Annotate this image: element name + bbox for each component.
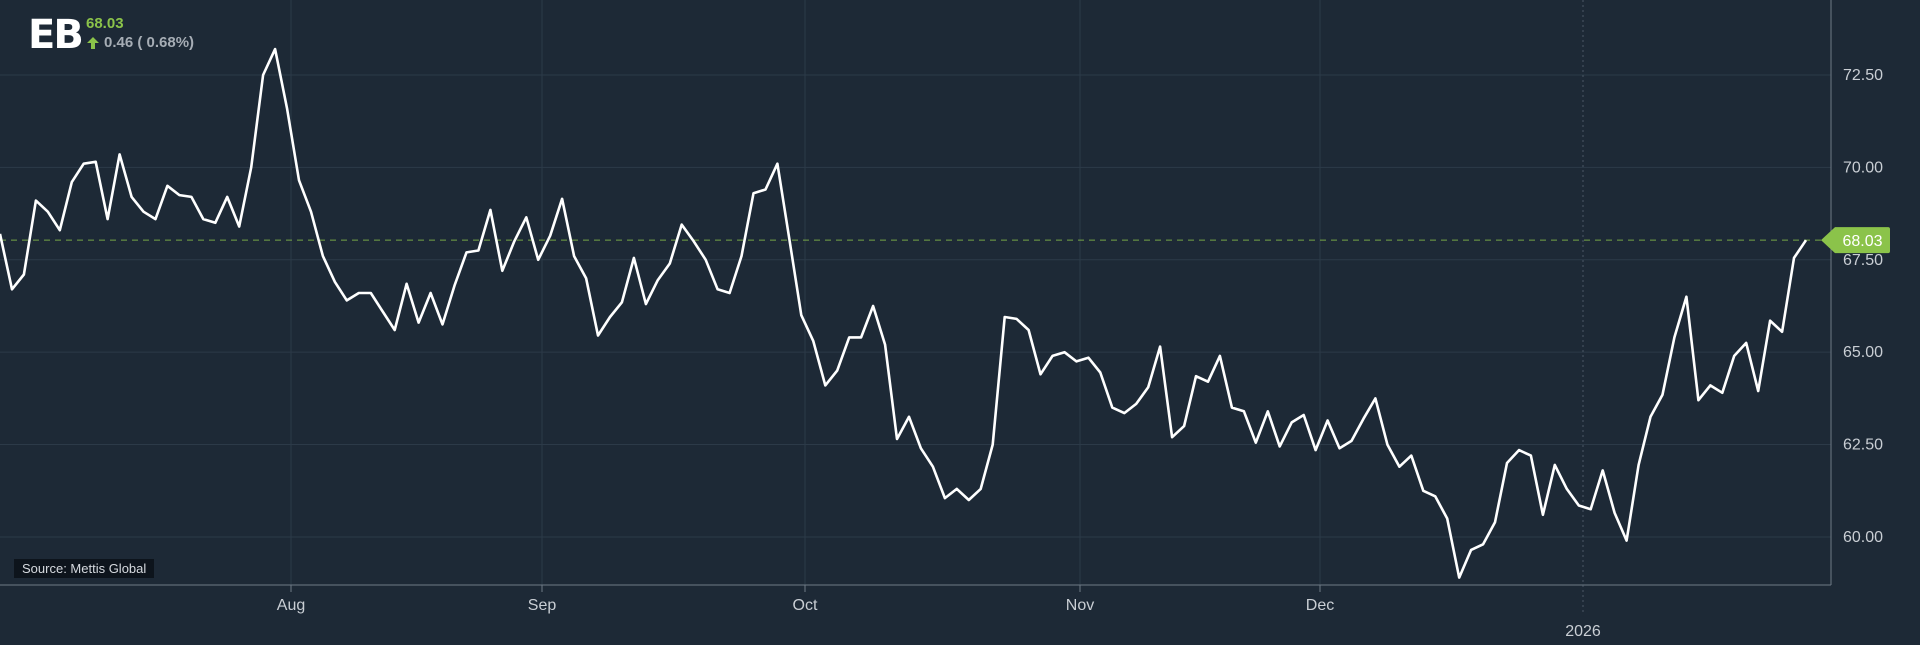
current-price: 68.03 xyxy=(86,15,124,32)
price-series-line xyxy=(0,47,1808,579)
y-tick-label: 72.50 xyxy=(1843,67,1883,84)
y-tick-label: 60.00 xyxy=(1843,529,1883,546)
price-change-value: 0.46 ( 0.68%) xyxy=(104,34,195,51)
x-axis-ticks xyxy=(290,585,1321,592)
y-axis-labels: 60.00 62.50 65.00 67.50 70.00 72.50 xyxy=(1843,67,1883,546)
ticker-symbol: EB xyxy=(28,12,84,58)
x-tick-label: Oct xyxy=(793,597,818,614)
y-tick-label: 67.50 xyxy=(1843,252,1883,269)
source-label: Source: Mettis Global xyxy=(14,559,155,578)
y-tick-label: 65.00 xyxy=(1843,344,1883,361)
price-change: 0.46 ( 0.68%) xyxy=(86,34,194,51)
y-tick-label: 70.00 xyxy=(1843,159,1883,176)
x-tick-label: Aug xyxy=(277,597,305,614)
x-tick-label: Sep xyxy=(528,597,557,614)
x-axis-labels: Aug Sep Oct Nov Dec xyxy=(277,597,1334,614)
last-value-tag-shape xyxy=(1821,227,1890,254)
year-label: 2026 xyxy=(1565,623,1601,640)
x-tick-label: Dec xyxy=(1306,597,1334,614)
y-tick-label: 62.50 xyxy=(1843,437,1883,454)
last-value-label: 68.03 xyxy=(1842,233,1882,250)
last-value-tag: 68.03 xyxy=(1821,227,1890,254)
grid-lines xyxy=(0,0,1831,615)
x-tick-label: Nov xyxy=(1066,597,1094,614)
up-arrow-icon xyxy=(87,36,99,49)
